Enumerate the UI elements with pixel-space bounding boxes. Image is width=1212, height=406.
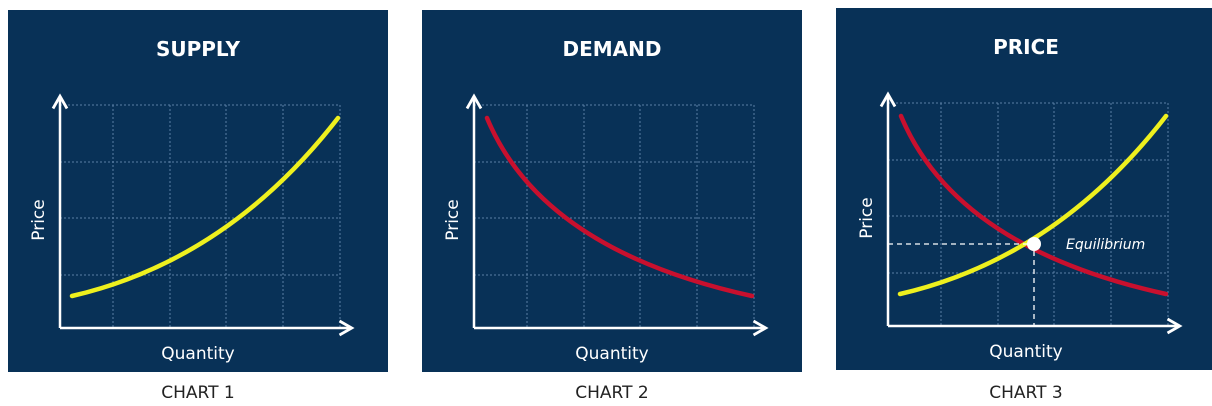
panel-background — [422, 10, 802, 372]
demand-curve — [484, 115, 755, 299]
caption: CHART 3 — [989, 383, 1062, 403]
panel: PRICE Quantity Price Equilibrium — [836, 8, 1212, 370]
panel-background — [836, 8, 1212, 370]
y-axis-label: Price — [857, 197, 877, 238]
caption: CHART 1 — [161, 383, 234, 403]
demand-curve — [898, 113, 1169, 297]
panel: SUPPLY Quantity Price — [8, 10, 388, 372]
annotation: Equilibrium — [1066, 237, 1145, 253]
x-axis-label: Quantity — [161, 344, 234, 364]
supply-curve — [69, 115, 341, 299]
supply-curve — [897, 113, 1169, 297]
equilibrium-point — [1027, 237, 1041, 251]
panel: DEMAND Quantity Price — [422, 10, 802, 372]
x-axis-label: Quantity — [575, 344, 648, 364]
y-axis-label: Price — [443, 199, 463, 240]
panel-title: DEMAND — [563, 37, 662, 61]
x-axis-label: Quantity — [989, 342, 1062, 362]
y-axis-label: Price — [29, 199, 49, 240]
panel-background — [8, 10, 388, 372]
panel-title: SUPPLY — [156, 37, 241, 61]
panel-title: PRICE — [993, 35, 1059, 59]
caption: CHART 2 — [575, 383, 648, 403]
